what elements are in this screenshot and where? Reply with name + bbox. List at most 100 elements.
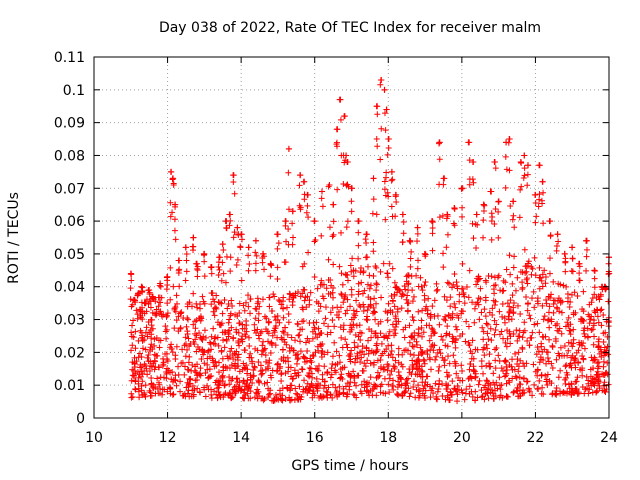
data-point (415, 308, 422, 315)
data-point (418, 351, 425, 358)
data-point (509, 280, 516, 287)
data-point (251, 364, 258, 371)
data-point (245, 252, 252, 259)
data-point (268, 339, 275, 346)
data-point (542, 274, 549, 281)
data-point (175, 270, 182, 277)
data-point (257, 362, 264, 369)
data-point (329, 304, 336, 311)
data-point (370, 196, 377, 203)
data-point (466, 139, 473, 146)
data-point (225, 333, 232, 340)
data-point (266, 359, 273, 366)
data-point (219, 259, 226, 266)
data-point (564, 352, 571, 359)
data-point (142, 346, 149, 353)
data-point (428, 332, 435, 339)
data-point (492, 205, 499, 212)
data-point (444, 386, 451, 393)
data-point (532, 368, 539, 375)
data-point (497, 392, 504, 399)
data-point (302, 339, 309, 346)
data-point (557, 299, 564, 306)
data-point (489, 390, 496, 397)
data-point (170, 181, 177, 188)
data-point (235, 386, 242, 393)
data-point (175, 313, 182, 320)
data-point (500, 368, 507, 375)
data-point (458, 185, 465, 192)
data-point (544, 381, 551, 388)
y-tick-label: 0.01 (54, 378, 85, 394)
data-point (459, 377, 466, 384)
data-point (181, 342, 188, 349)
data-point (313, 375, 320, 382)
data-point (312, 382, 319, 389)
data-point (324, 389, 331, 396)
data-point (391, 365, 398, 372)
data-point (280, 314, 287, 321)
data-point (541, 267, 548, 274)
data-point (260, 250, 267, 257)
data-point (284, 384, 291, 391)
data-point (576, 277, 583, 284)
data-point (376, 372, 383, 379)
data-point (148, 392, 155, 399)
data-point (157, 308, 164, 315)
data-point (472, 397, 479, 404)
y-tick-label: 0 (76, 411, 85, 427)
data-point (353, 382, 360, 389)
data-point (583, 373, 590, 380)
data-point (563, 283, 570, 290)
data-point (590, 322, 597, 329)
data-point (285, 145, 292, 152)
data-point (303, 209, 310, 216)
data-point (234, 224, 241, 231)
data-point (330, 231, 337, 238)
data-point (392, 284, 399, 291)
data-point (574, 293, 581, 300)
data-point (445, 353, 452, 360)
data-point (418, 363, 425, 370)
data-point (364, 317, 371, 324)
data-point (503, 380, 510, 387)
data-point (368, 334, 375, 341)
data-point (501, 315, 508, 322)
data-point (581, 325, 588, 332)
data-point (562, 258, 569, 265)
data-point (344, 307, 351, 314)
data-point (189, 383, 196, 390)
data-point (197, 334, 204, 341)
data-point (344, 218, 351, 225)
data-point (387, 309, 394, 316)
data-point (455, 314, 462, 321)
data-point (452, 304, 459, 311)
data-point (422, 250, 429, 257)
data-point (247, 350, 254, 357)
data-point (173, 343, 180, 350)
data-point (576, 270, 583, 277)
data-point (387, 351, 394, 358)
data-point (128, 277, 135, 284)
data-point (202, 334, 209, 341)
data-point (492, 165, 499, 172)
data-point (211, 388, 218, 395)
data-point (514, 360, 521, 367)
data-point (530, 361, 537, 368)
data-point (469, 220, 476, 227)
data-point (131, 296, 138, 303)
data-point (146, 367, 153, 374)
data-point (348, 268, 355, 275)
data-point (404, 307, 411, 314)
data-point (232, 311, 239, 318)
data-point (285, 206, 292, 213)
data-point (592, 309, 599, 316)
data-point (139, 337, 146, 344)
data-point (314, 385, 321, 392)
data-point (285, 319, 292, 326)
data-point (568, 391, 575, 398)
data-point (295, 355, 302, 362)
data-point (495, 198, 502, 205)
data-point (280, 294, 287, 301)
data-point (128, 394, 135, 401)
